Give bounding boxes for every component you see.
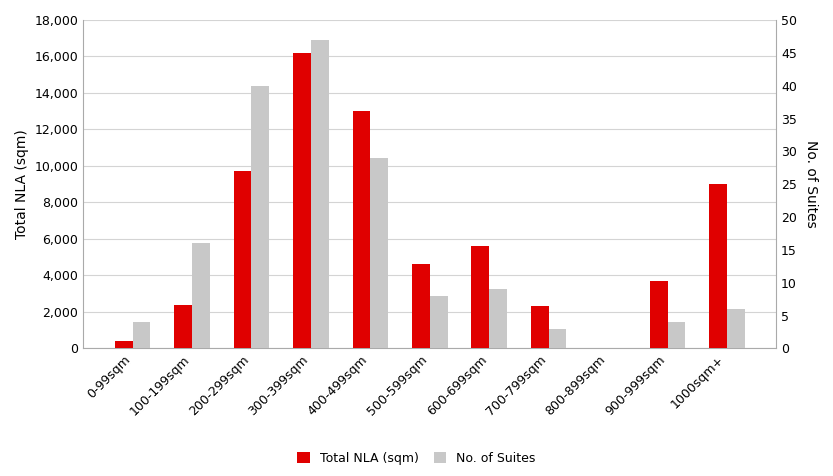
Bar <box>311 40 329 348</box>
Bar <box>115 341 132 348</box>
Bar <box>293 53 311 348</box>
Bar <box>709 184 727 348</box>
Bar <box>412 265 430 348</box>
Bar <box>371 158 388 348</box>
Bar <box>549 328 566 348</box>
Bar <box>531 307 549 348</box>
Bar <box>489 289 507 348</box>
Bar <box>132 322 151 348</box>
Y-axis label: No. of Suites: No. of Suites <box>804 140 818 228</box>
Bar <box>174 305 192 348</box>
Bar <box>430 296 447 348</box>
Bar <box>352 111 371 348</box>
Bar <box>650 281 667 348</box>
Bar <box>192 243 210 348</box>
Bar <box>727 309 745 348</box>
Bar <box>234 171 252 348</box>
Bar <box>471 246 489 348</box>
Legend: Total NLA (sqm), No. of Suites: Total NLA (sqm), No. of Suites <box>292 447 541 470</box>
Y-axis label: Total NLA (sqm): Total NLA (sqm) <box>15 129 29 239</box>
Bar <box>252 86 269 348</box>
Bar <box>667 322 686 348</box>
